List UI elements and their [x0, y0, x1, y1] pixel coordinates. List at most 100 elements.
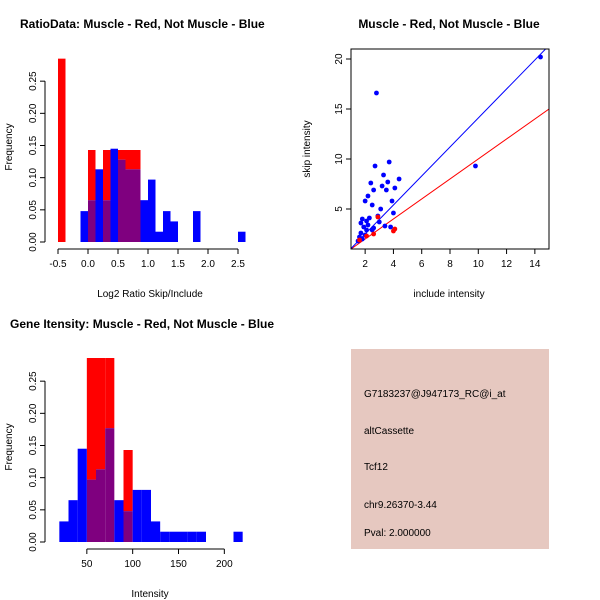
not-muscle-bar [95, 169, 103, 242]
not-muscle-point [362, 198, 368, 204]
not-muscle-point [376, 219, 382, 225]
y-tick-label: 0.00 [28, 232, 39, 252]
ratio-title: RatioData: Muscle - Red, Not Muscle - Bl… [20, 17, 265, 31]
x-tick-label: 50 [81, 559, 93, 570]
muscle-bar [123, 450, 133, 512]
overlap-bar [88, 200, 96, 242]
x-tick-label: 150 [170, 559, 187, 570]
muscle-fit-line [351, 108, 549, 249]
info-panel: G7183237@J947173_RC@i_at altCassette Tcf… [351, 349, 549, 549]
scatter-axes: 2 4 6 8 10 12 14 5 10 15 20 [334, 53, 541, 270]
intensity-xlabel: Intensity [131, 589, 168, 600]
muscle-bar [103, 150, 111, 201]
not-muscle-point [386, 159, 392, 165]
x-tick-label: 8 [447, 259, 453, 270]
x-tick-label: 12 [501, 259, 513, 270]
genomic-location: chr9.26370-3.44 [364, 500, 437, 511]
muscle-point [375, 214, 381, 220]
not-muscle-bar [77, 448, 87, 542]
probe-id: G7183237@J947173_RC@i_at [364, 389, 506, 400]
not-muscle-point [366, 215, 372, 221]
overlap-bar [103, 200, 111, 242]
not-muscle-point [369, 202, 375, 208]
not-muscle-point [365, 193, 371, 199]
not-muscle-bar [196, 531, 206, 542]
overlap-bar [118, 159, 126, 242]
not-muscle-bar [132, 489, 142, 542]
x-tick-label: 100 [124, 559, 141, 570]
not-muscle-point [389, 198, 395, 204]
ratio-xlabel: Log2 Ratio Skip/Include [97, 289, 203, 300]
y-tick-label: 0.25 [28, 371, 39, 391]
x-tick-label: 6 [419, 259, 425, 270]
y-tick-label: 0.15 [28, 135, 39, 155]
scatter-fit-lines [351, 49, 549, 249]
not-muscle-point [365, 222, 371, 228]
not-muscle-point [371, 225, 377, 231]
not-muscle-bar [80, 211, 88, 242]
muscle-bar [105, 358, 115, 429]
not-muscle-point [361, 224, 367, 230]
not-muscle-bar [193, 211, 201, 242]
not-muscle-point [381, 172, 386, 178]
event-type: altCassette [364, 426, 414, 437]
not-muscle-point [378, 206, 384, 212]
ratio-ylabel: Frequency [4, 123, 15, 170]
x-tick-label: 2.5 [231, 259, 245, 270]
muscle-bar [86, 358, 96, 480]
not-muscle-bar [238, 231, 246, 242]
not-muscle-bar [163, 211, 171, 242]
not-muscle-point [359, 216, 365, 222]
scatter-ylabel: skip intensity [302, 120, 313, 177]
muscle-point [364, 233, 369, 239]
not-muscle-point [391, 210, 396, 216]
overlap-bar [86, 479, 96, 542]
not-muscle-point [385, 179, 391, 185]
intensity-scatter: Muscle - Red, Not Muscle - Blue 2 4 6 8 10 12… [302, 17, 550, 300]
y-tick-label: 0.15 [28, 435, 39, 455]
not-muscle-fit-line [351, 49, 547, 249]
not-muscle-bar [110, 148, 118, 242]
muscle-point [392, 226, 398, 232]
muscle-point [357, 237, 362, 243]
ratio-histogram: RatioData: Muscle - Red, Not Muscle - Bl… [4, 17, 265, 300]
x-tick-label: -0.5 [49, 259, 67, 270]
x-tick-label: 2 [362, 259, 368, 270]
y-tick-label: 0.10 [28, 167, 39, 187]
y-tick-label: 0.20 [28, 103, 39, 123]
not-muscle-bar [178, 531, 188, 542]
not-muscle-point [538, 54, 543, 60]
x-tick-label: 1.5 [171, 259, 185, 270]
scatter-xlabel: include intensity [413, 289, 484, 300]
not-muscle-bar [114, 500, 124, 542]
y-tick-label: 0.05 [28, 500, 39, 520]
gene-name: Tcf12 [364, 462, 388, 473]
not-muscle-point [382, 223, 388, 229]
overlap-bar [96, 469, 106, 542]
y-tick-label: 0.00 [28, 532, 39, 552]
not-muscle-point [383, 187, 389, 193]
intensity-bars [59, 358, 243, 542]
not-muscle-point [364, 227, 369, 233]
not-muscle-point [379, 183, 385, 189]
p-value: Pval: 2.000000 [364, 528, 431, 539]
x-tick-label: 10 [473, 259, 485, 270]
intensity-title: Gene Itensity: Muscle - Red, Not Muscle … [10, 317, 274, 331]
y-tick-label: 10 [334, 153, 345, 165]
overlap-bar [123, 511, 133, 542]
intensity-ylabel: Frequency [4, 423, 15, 470]
muscle-bar [96, 358, 106, 470]
scatter-plot-box [350, 48, 550, 250]
muscle-bar [125, 150, 133, 170]
y-tick-label: 0.10 [28, 467, 39, 487]
not-muscle-bar [187, 531, 197, 542]
not-muscle-point [374, 90, 379, 96]
not-muscle-bar [141, 489, 151, 542]
not-muscle-bar [148, 179, 156, 242]
not-muscle-point [392, 185, 398, 191]
x-tick-label: 2.0 [201, 259, 215, 270]
ratio-bars [58, 58, 246, 243]
not-muscle-point [396, 176, 402, 182]
y-tick-label: 15 [334, 103, 345, 115]
x-tick-label: 200 [216, 559, 233, 570]
